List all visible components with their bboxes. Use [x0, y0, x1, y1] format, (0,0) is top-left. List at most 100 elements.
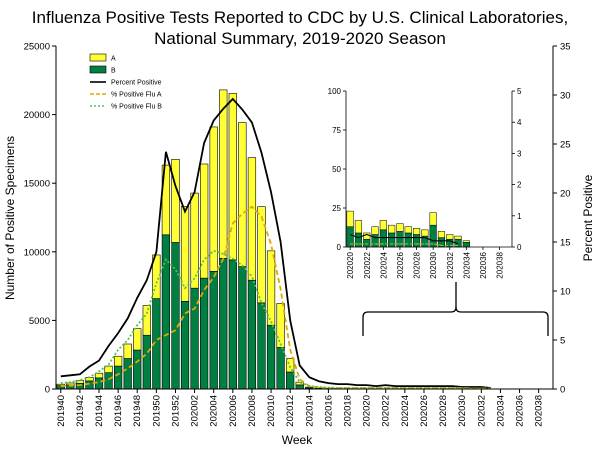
x-tick-label: 202020 — [362, 395, 373, 427]
inset-bar-a — [404, 226, 412, 234]
inset-right-tick-label: 0 — [517, 243, 522, 252]
inset-bar-b — [363, 238, 371, 248]
x-tick-label: 202012 — [285, 395, 296, 427]
bar-b — [238, 266, 247, 390]
bar-b — [104, 372, 113, 390]
x-tick-label: 202026 — [419, 395, 430, 427]
bar-a — [276, 303, 285, 348]
inset-right-tick-label: 5 — [517, 87, 522, 96]
inset-chart: 0 25 50 75 100 0 1 2 3 4 5 202020 202022 202024 202026… — [328, 87, 522, 279]
x-tick-label: 201946 — [113, 395, 124, 427]
bar-a — [257, 206, 266, 304]
inset-x-tick-label: 202038 — [496, 251, 505, 278]
bar-a — [247, 157, 257, 281]
inset-bar-a — [354, 220, 363, 234]
chart-title-line1: Influenza Positive Tests Reported to CDC… — [32, 8, 568, 27]
right-tick-label: 0 — [560, 385, 565, 396]
bar-b — [247, 279, 257, 390]
inset-bar-b — [388, 232, 396, 248]
bar-b — [94, 377, 104, 390]
inset-bar-a — [421, 229, 429, 237]
bar-a — [104, 365, 113, 373]
inset-bar-a — [346, 210, 354, 227]
left-tick-label: 0 — [45, 385, 50, 396]
left-tick-label: 10000 — [24, 247, 50, 258]
bar-b — [161, 234, 171, 390]
inset-line — [349, 233, 459, 245]
legend-label: A — [111, 56, 116, 63]
x-tick-label: 202032 — [476, 395, 487, 427]
bar-b — [114, 365, 123, 390]
right-axis-ticks: 0 5 10 15 20 25 30 35 — [553, 42, 571, 396]
bar-a — [295, 381, 304, 386]
x-tick-label: 202016 — [323, 395, 334, 427]
inset-bar-b — [462, 242, 470, 248]
legend-label: Percent Positive — [111, 80, 162, 87]
inset-bar-a — [396, 223, 404, 232]
bar-b — [257, 302, 266, 390]
inset-left-tick-label: 0 — [337, 243, 342, 252]
left-tick-label: 15000 — [24, 179, 50, 190]
inset-bar-a — [446, 234, 454, 240]
bar-b — [266, 324, 276, 390]
x-tick-label: 202006 — [228, 395, 239, 427]
inset-bar-a — [388, 224, 396, 234]
x-tick-label: 202036 — [515, 395, 526, 427]
inset-bar-a — [454, 235, 462, 240]
inset-bar-b — [404, 232, 412, 248]
inset-bar-b — [396, 231, 404, 248]
inset-left-tick-label: 100 — [328, 87, 342, 96]
axes-group — [55, 46, 554, 390]
bar-a — [114, 355, 123, 367]
legend-swatch — [89, 53, 107, 62]
inset-bar-a — [437, 231, 446, 238]
x-tick-label: 202022 — [381, 395, 392, 427]
x-tick-label: 202008 — [247, 395, 258, 427]
x-tick-label: 202018 — [343, 395, 354, 427]
x-tick-label: 202038 — [534, 395, 545, 427]
inset-x-tick-label: 202032 — [446, 251, 455, 278]
bar-b — [85, 380, 94, 390]
bar-a — [238, 122, 247, 267]
x-tick-label: 202028 — [438, 395, 449, 427]
inset-bracket — [362, 282, 549, 336]
right-tick-label: 30 — [560, 91, 571, 102]
bar-b — [133, 349, 142, 390]
inset-right-tick-label: 2 — [517, 181, 522, 190]
bar-a — [133, 328, 142, 351]
x-tick-label: 202024 — [400, 395, 411, 427]
inset-bar-b — [412, 234, 421, 248]
percent-positive-line — [60, 97, 491, 389]
inset-right-tick-label: 3 — [517, 149, 522, 158]
left-tick-label: 5000 — [29, 316, 50, 327]
inset-bar-a — [371, 226, 379, 235]
inset-bar-b — [354, 232, 363, 248]
x-axis-ticks: 201940 201942 201944 201946 201948 201950 2019… — [56, 389, 545, 427]
x-axis-label: Week — [282, 433, 313, 447]
right-tick-label: 35 — [560, 42, 571, 53]
right-tick-label: 10 — [560, 287, 571, 298]
bar-b — [171, 242, 180, 390]
x-tick-label: 202034 — [495, 395, 506, 427]
inset-bar-a — [363, 232, 371, 240]
x-tick-label: 201952 — [170, 395, 181, 427]
bar-b — [142, 334, 151, 390]
legend-swatch — [89, 65, 107, 74]
x-tick-label: 201944 — [94, 395, 105, 427]
y-axis-label-left: Number of Positive Specimens — [3, 136, 17, 300]
inset-x-tick-label: 202022 — [363, 251, 372, 278]
inset-x-tick-label: 202030 — [429, 251, 438, 278]
inset-left-tick-label: 25 — [332, 204, 341, 213]
left-axis-ticks: 0 5000 10000 15000 20000 25000 — [24, 42, 56, 396]
legend-label: B — [111, 68, 116, 75]
x-tick-label: 202010 — [266, 395, 277, 427]
right-tick-label: 15 — [560, 238, 571, 249]
chart-title-line2: National Summary, 2019-2020 Season — [154, 29, 446, 48]
x-tick-label: 201948 — [132, 395, 143, 427]
inset-bar-a — [412, 228, 421, 235]
percent-flu-b-line — [60, 249, 491, 390]
inset-x-tick-label: 202024 — [379, 251, 388, 278]
inset-left-tick-label: 75 — [332, 126, 341, 135]
inset-x-tick-label: 202026 — [396, 251, 405, 278]
right-tick-label: 5 — [560, 336, 565, 347]
